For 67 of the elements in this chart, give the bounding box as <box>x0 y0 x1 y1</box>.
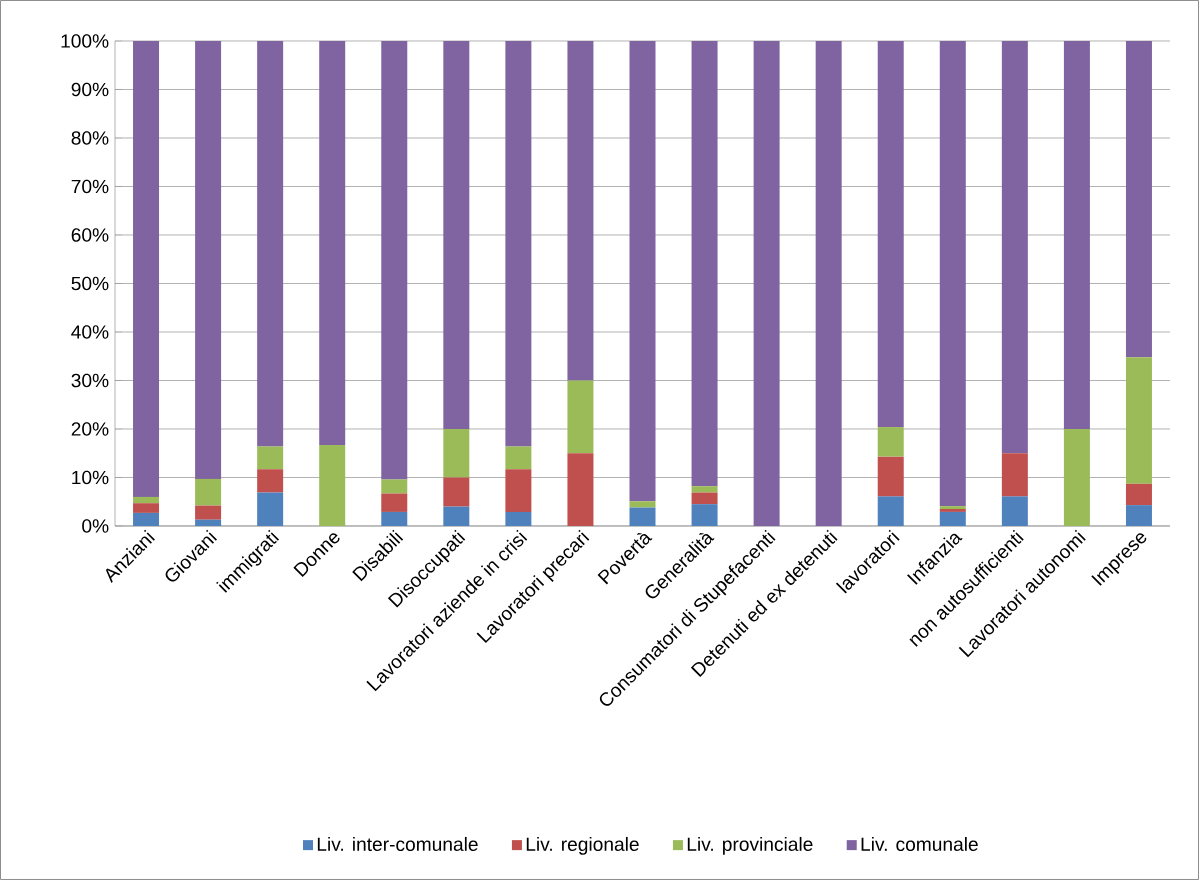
bar <box>1125 483 1152 506</box>
bar <box>877 40 904 428</box>
bar <box>691 504 718 526</box>
bar <box>567 40 594 381</box>
bar <box>381 479 408 494</box>
y-tick-label: 60% <box>71 228 109 242</box>
bar <box>319 444 346 526</box>
bar <box>877 427 904 457</box>
bar <box>691 492 718 505</box>
bar <box>1001 40 1028 454</box>
y-tick-label: 80% <box>71 131 109 145</box>
y-tick-label: 90% <box>71 82 109 97</box>
y-tick-label: 50% <box>71 276 109 291</box>
bar <box>1001 453 1028 497</box>
y-tick-label: 30% <box>71 373 109 388</box>
bar <box>133 496 160 504</box>
bar <box>443 477 470 507</box>
bar <box>1063 428 1090 526</box>
bar <box>195 478 222 506</box>
legend-label: Liv. regionale <box>526 836 639 855</box>
bar <box>939 511 966 526</box>
bar <box>133 40 160 497</box>
bar <box>133 503 160 513</box>
bar <box>133 512 160 526</box>
bar <box>257 446 284 470</box>
bar <box>629 507 656 526</box>
bar <box>257 469 284 493</box>
bar <box>939 40 966 507</box>
bar <box>195 40 222 479</box>
bar <box>877 496 904 526</box>
bar <box>1001 496 1028 526</box>
bar <box>505 511 532 526</box>
bar <box>1125 357 1152 484</box>
y-tick-label: 100% <box>61 34 109 48</box>
bar <box>195 505 222 520</box>
bar <box>319 40 346 445</box>
y-tick-label: 70% <box>71 179 109 194</box>
bar <box>257 40 284 447</box>
bar <box>257 492 284 526</box>
bar <box>381 511 408 526</box>
bar <box>567 380 594 454</box>
bar <box>505 469 532 512</box>
bar <box>443 506 470 526</box>
y-tick-label: 10% <box>72 470 109 485</box>
bar <box>1125 40 1152 358</box>
bar <box>505 40 532 447</box>
y-tick-label: 20% <box>71 422 109 436</box>
bar <box>1125 505 1152 526</box>
bar <box>443 40 470 429</box>
legend-label: Liv. inter-comunale <box>317 836 478 851</box>
bar <box>629 501 656 508</box>
legend-label: Liv. comunale <box>861 836 978 851</box>
legend-label: Liv. provinciale <box>687 836 813 855</box>
bar <box>505 446 532 470</box>
bar <box>691 40 718 487</box>
bar <box>691 486 718 493</box>
bar <box>195 519 222 526</box>
bar <box>753 40 780 526</box>
bar <box>567 453 594 526</box>
bar <box>443 428 470 478</box>
bar <box>629 40 656 502</box>
y-tick-label: 40% <box>71 325 109 339</box>
bar <box>1063 40 1090 429</box>
bar <box>815 40 842 526</box>
bar <box>877 456 904 497</box>
bar <box>381 40 408 480</box>
bar <box>381 493 408 512</box>
